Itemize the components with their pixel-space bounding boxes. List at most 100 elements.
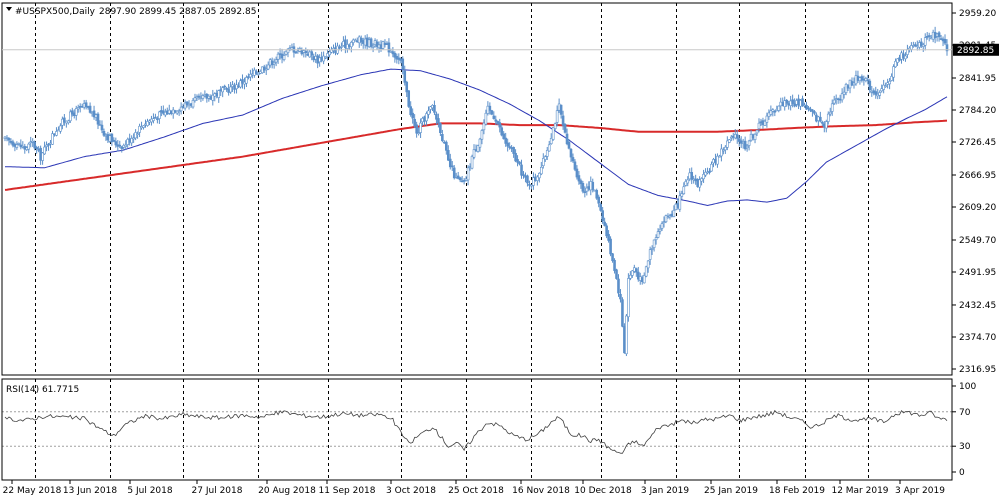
candle-body-281 — [559, 104, 563, 115]
candle-body-20 — [43, 146, 46, 155]
candle-body-394 — [783, 100, 787, 107]
candle-body-250 — [498, 122, 502, 128]
candle-body-293 — [583, 191, 587, 193]
candle-body-324 — [644, 266, 648, 277]
candle-body-242 — [482, 122, 486, 131]
price-tick-label-3: 2784.20 — [959, 106, 996, 116]
candle-body-357 — [710, 163, 713, 172]
candle-body-175 — [350, 42, 353, 48]
candle-body-387 — [769, 110, 773, 115]
candle-body-12 — [27, 143, 31, 150]
candle-body-289 — [575, 168, 579, 178]
candle-body-356 — [708, 170, 711, 173]
candle-body-353 — [702, 173, 705, 180]
candle-body-326 — [648, 249, 652, 260]
candle-body-370 — [735, 134, 739, 139]
candle-body-303 — [603, 221, 606, 226]
candle-body-61 — [124, 144, 128, 147]
candle-body-360 — [716, 155, 719, 165]
price-tick-label-5: 2666.95 — [959, 171, 996, 181]
candle-body-335 — [666, 216, 670, 219]
candle-body-124 — [249, 73, 252, 78]
candle-body-111 — [223, 85, 226, 88]
candle-body-54 — [110, 133, 114, 143]
candle-body-413 — [821, 122, 824, 124]
date-tick-label-1: 13 Jun 2018 — [63, 486, 117, 496]
candle-body-375 — [745, 145, 749, 149]
candle-body-180 — [359, 37, 363, 43]
candle-body-323 — [642, 275, 646, 284]
candle-body-299 — [595, 189, 599, 199]
candle-body-239 — [476, 145, 480, 152]
candle-body-30 — [63, 117, 66, 123]
last-price-value: 2892.85 — [957, 46, 994, 56]
candle-body-120 — [241, 79, 244, 84]
candle-body-16 — [35, 147, 38, 149]
candle-body-248 — [494, 119, 498, 122]
candle-body-232 — [462, 180, 466, 182]
candle-body-344 — [684, 181, 688, 186]
price-tick-label-6: 2609.20 — [959, 203, 996, 213]
candle-body-437 — [868, 80, 872, 91]
candle-body-223 — [445, 141, 448, 151]
candle-body-304 — [605, 225, 608, 237]
candle-body-351 — [698, 179, 701, 188]
header-layer: #USSPX500,Daily 2897.90 2899.45 2887.05 … — [6, 7, 256, 395]
candle-body-270 — [538, 172, 541, 179]
candle-body-78 — [158, 111, 161, 119]
candle-body-194 — [387, 42, 391, 53]
rsi-label: RSI(14) 61.7715 — [6, 385, 79, 395]
candle-body-185 — [369, 38, 373, 47]
candle-body-122 — [245, 77, 248, 84]
candle-body-399 — [793, 103, 796, 107]
date-tick-label-4: 20 Aug 2018 — [258, 486, 316, 496]
candle-body-333 — [662, 221, 666, 223]
candle-body-338 — [672, 209, 676, 217]
candle-body-92 — [185, 101, 189, 106]
candle-body-260 — [518, 161, 521, 165]
candle-body-347 — [690, 172, 694, 180]
rsi-line — [4, 409, 948, 454]
candle-body-6 — [15, 144, 19, 148]
ma-slow-line — [4, 119, 948, 191]
candle-body-269 — [536, 176, 539, 181]
candle-body-161 — [322, 55, 325, 62]
candle-body-331 — [658, 228, 662, 232]
candle-body-169 — [338, 47, 341, 49]
candle-body-310 — [617, 278, 620, 294]
candle-body-225 — [448, 158, 452, 168]
candle-body-49 — [100, 124, 104, 131]
candle-body-403 — [801, 98, 804, 107]
candle-body-342 — [680, 193, 684, 197]
candle-body-274 — [545, 150, 549, 157]
candle-body-381 — [757, 122, 761, 130]
candle-body-273 — [543, 156, 547, 160]
candle-body-376 — [747, 140, 751, 146]
candle-body-366 — [728, 139, 731, 143]
candle-body-15 — [33, 141, 36, 149]
candle-body-465 — [923, 37, 927, 46]
candle-body-467 — [927, 35, 931, 37]
candle-body-464 — [921, 44, 925, 47]
candle-body-91 — [183, 102, 187, 109]
candle-body-246 — [490, 110, 494, 115]
candle-body-288 — [573, 161, 577, 170]
candle-body-243 — [484, 112, 488, 125]
candle-body-255 — [508, 146, 511, 148]
candle-body-433 — [860, 76, 864, 81]
candle-body-458 — [910, 45, 913, 50]
candle-body-282 — [561, 115, 565, 126]
candle-body-279 — [555, 110, 559, 123]
price-tick-label-2: 2841.95 — [959, 74, 996, 84]
candle-body-240 — [478, 138, 482, 148]
date-tick-label-6: 3 Oct 2018 — [386, 486, 436, 496]
candle-body-32 — [67, 120, 70, 124]
price-tick-label-0: 2959.20 — [959, 9, 996, 19]
candle-body-415 — [824, 121, 828, 129]
candle-body-2 — [7, 138, 11, 141]
candle-body-398 — [791, 99, 794, 104]
candle-body-95 — [191, 100, 195, 108]
candle-body-26 — [55, 131, 58, 136]
rsi-tick-label-1: 70 — [959, 408, 971, 418]
